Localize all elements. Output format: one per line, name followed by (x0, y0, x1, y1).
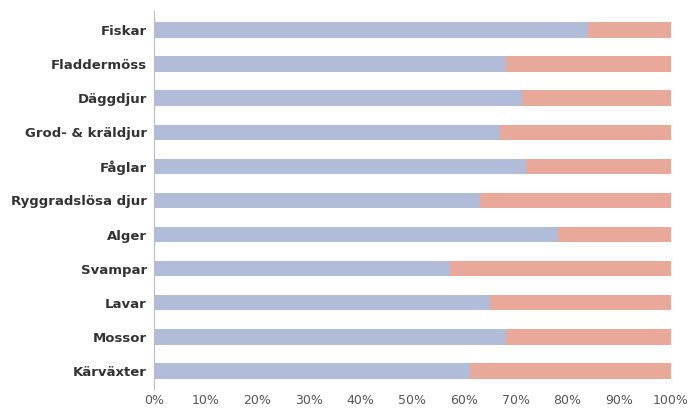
Bar (154, 329, 505, 344)
Bar (154, 125, 500, 140)
Bar (505, 329, 671, 344)
Bar (154, 159, 526, 174)
Bar (154, 193, 480, 208)
Bar (521, 90, 671, 106)
Bar (490, 295, 671, 311)
Bar (154, 90, 521, 106)
Bar (154, 22, 588, 38)
Bar (526, 159, 671, 174)
Bar (449, 261, 671, 276)
Bar (588, 22, 671, 38)
Bar (154, 227, 557, 242)
Bar (469, 363, 671, 379)
Bar (154, 56, 505, 71)
Bar (557, 227, 671, 242)
Bar (154, 295, 490, 311)
Bar (480, 193, 671, 208)
Bar (154, 261, 449, 276)
Bar (505, 56, 671, 71)
Bar (154, 363, 469, 379)
Bar (500, 125, 671, 140)
